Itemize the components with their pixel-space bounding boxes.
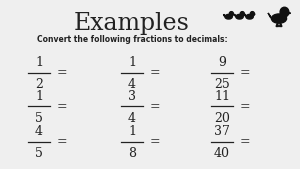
Text: 40: 40	[214, 147, 230, 160]
Text: =: =	[240, 100, 250, 113]
Text: 8: 8	[128, 147, 136, 160]
Text: =: =	[57, 66, 68, 79]
Text: 25: 25	[214, 78, 230, 91]
Text: Convert the following fractions to decimals:: Convert the following fractions to decim…	[37, 35, 227, 44]
Text: =: =	[57, 100, 68, 113]
Text: 4: 4	[35, 125, 43, 138]
Text: Examples: Examples	[74, 12, 190, 35]
Text: 4: 4	[128, 78, 136, 91]
Text: =: =	[57, 136, 68, 148]
Text: 5: 5	[35, 112, 43, 125]
Text: 20: 20	[214, 112, 230, 125]
Text: =: =	[150, 100, 160, 113]
Text: =: =	[240, 136, 250, 148]
Text: 3: 3	[128, 90, 136, 103]
Text: =: =	[240, 66, 250, 79]
Text: 5: 5	[35, 147, 43, 160]
Text: =: =	[150, 136, 160, 148]
Text: 37: 37	[214, 125, 230, 138]
Text: 1: 1	[128, 125, 136, 138]
Text: =: =	[150, 66, 160, 79]
Text: 4: 4	[128, 112, 136, 125]
Text: 1: 1	[35, 90, 43, 103]
Text: 1: 1	[128, 56, 136, 69]
Text: 11: 11	[214, 90, 230, 103]
Text: 1: 1	[35, 56, 43, 69]
Text: 9: 9	[218, 56, 226, 69]
Text: 2: 2	[35, 78, 43, 91]
